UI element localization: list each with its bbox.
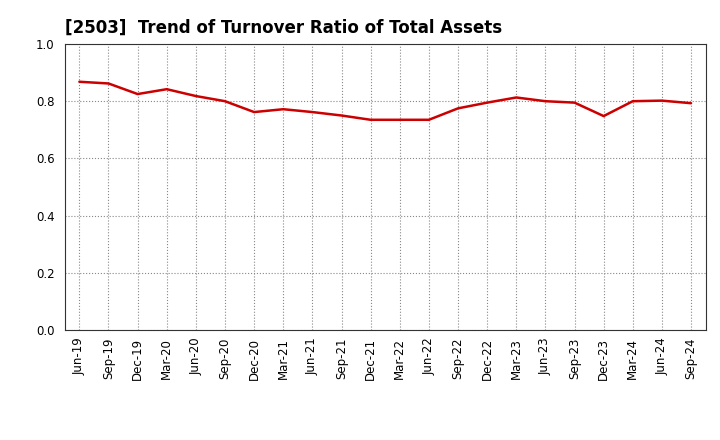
Text: [2503]  Trend of Turnover Ratio of Total Assets: [2503] Trend of Turnover Ratio of Total …: [65, 19, 502, 37]
